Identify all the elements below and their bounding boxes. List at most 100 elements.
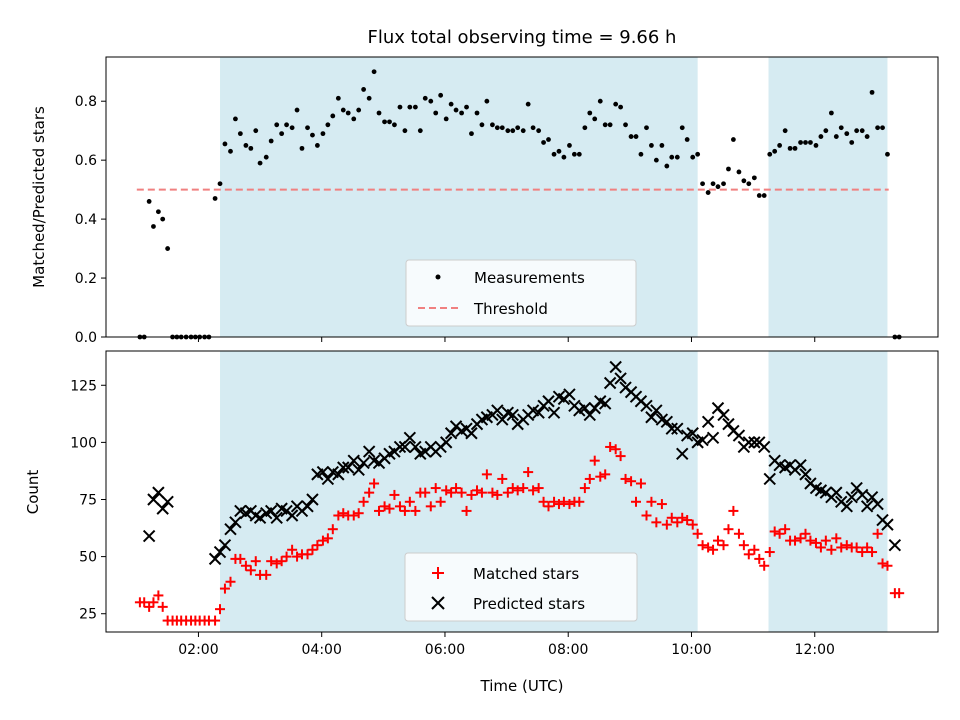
measurements-point <box>607 122 613 128</box>
matched-stars-point <box>235 553 246 564</box>
measurements-point <box>165 246 171 251</box>
measurements-point <box>325 122 331 128</box>
matched-stars-point <box>564 499 575 510</box>
matched-stars-point <box>148 597 159 608</box>
matched-stars-point <box>831 533 842 544</box>
measurements-point <box>345 110 351 116</box>
predicted-stars-point <box>161 495 174 508</box>
matched-stars-point <box>466 489 477 500</box>
predicted-stars-point <box>671 422 684 435</box>
predicted-stars-point <box>722 417 735 431</box>
measurements-point <box>818 134 824 139</box>
measurements-point <box>561 154 567 160</box>
predicted-stars-point <box>717 408 730 422</box>
matched-stars-point <box>348 510 359 521</box>
matched-stars-point <box>543 501 554 512</box>
matched-stars-point <box>651 517 662 528</box>
measurements-point <box>875 125 881 131</box>
matched-stars-point <box>399 505 410 516</box>
matched-stars-point <box>851 542 862 553</box>
predicted-stars-point <box>614 372 627 385</box>
matched-stars-point <box>862 542 873 553</box>
predicted-stars-point <box>845 491 858 504</box>
measurements-point <box>484 98 490 104</box>
measurements-point <box>402 128 408 134</box>
matched-stars-point <box>219 583 230 594</box>
measurements-point <box>761 193 767 198</box>
matched-stars-point <box>245 565 256 576</box>
predicted-stars-point <box>142 529 156 543</box>
y-tick-label: 0.6 <box>75 153 97 169</box>
matched-stars-point <box>553 499 564 510</box>
measurements-point <box>428 98 434 104</box>
matched-stars-point <box>795 533 806 544</box>
x-axis-label: Time (UTC) <box>480 677 564 695</box>
matched-stars-point <box>661 519 672 530</box>
measurements-point <box>556 148 562 154</box>
matched-stars-point <box>435 496 446 507</box>
predicted-stars-point <box>439 436 453 449</box>
measurements-point <box>700 181 705 187</box>
matched-stars-point <box>646 496 657 507</box>
measurements-point <box>726 166 731 172</box>
matched-stars-point <box>877 558 888 569</box>
measurements-point <box>751 175 757 181</box>
predicted-stars-point <box>603 376 617 390</box>
measurements-point <box>422 95 428 101</box>
measurements-point <box>228 148 233 154</box>
predicted-stars-point <box>362 445 376 458</box>
matched-stars-point <box>364 487 375 498</box>
matched-stars-point <box>631 496 642 507</box>
matched-stars-point <box>682 515 693 526</box>
predicted-stars-point <box>799 468 812 481</box>
predicted-stars-point <box>229 516 242 529</box>
measurements-point <box>690 154 696 160</box>
predicted-stars-point <box>578 401 592 415</box>
matched-stars-point <box>276 556 287 567</box>
matched-stars-point <box>769 526 780 537</box>
matched-stars-point <box>733 528 744 539</box>
matched-stars-point <box>759 560 770 571</box>
matched-stars-point <box>610 444 621 455</box>
predicted-stars-point <box>860 500 874 513</box>
measurements-point <box>767 151 773 157</box>
measurements-point <box>310 132 315 138</box>
measurements-point <box>813 143 819 148</box>
legend-predicted-marker <box>431 596 445 610</box>
measurements-point <box>222 141 228 147</box>
matched-stars-point <box>595 471 606 482</box>
measurements-point <box>653 157 659 163</box>
measurements-point <box>736 169 742 175</box>
matched-stars-point <box>533 483 544 494</box>
matched-stars-point <box>358 496 369 507</box>
matched-stars-point <box>472 485 483 496</box>
predicted-stars-point <box>732 429 746 442</box>
predicted-stars-point <box>213 545 227 559</box>
predicted-stars-point <box>701 415 715 429</box>
measurements-point <box>674 154 680 160</box>
predicted-stars-point <box>147 493 160 506</box>
matched-stars-point <box>820 535 831 546</box>
matched-stars-point <box>703 542 714 553</box>
predicted-stars-point <box>676 447 689 461</box>
matched-stars-point <box>410 505 421 516</box>
measurements-point <box>212 196 218 201</box>
predicted-stars-point <box>208 552 222 566</box>
measurements-point <box>710 181 716 187</box>
y-tick-label: 100 <box>70 435 97 451</box>
matched-stars-point <box>317 535 328 546</box>
measurements-point <box>371 69 377 75</box>
measurements-point <box>633 134 639 139</box>
measurements-point <box>679 125 685 131</box>
measurements-point <box>613 101 619 107</box>
predicted-stars-point <box>316 465 330 479</box>
matched-stars-point <box>836 542 847 553</box>
measurements-point <box>741 178 747 184</box>
predicted-stars-point <box>871 497 884 511</box>
matched-stars-point <box>894 588 905 599</box>
matched-stars-point <box>215 604 226 615</box>
measurements-point <box>880 125 885 131</box>
matched-stars-point <box>322 533 333 544</box>
predicted-stars-point <box>794 459 807 472</box>
measurements-point <box>859 128 865 134</box>
